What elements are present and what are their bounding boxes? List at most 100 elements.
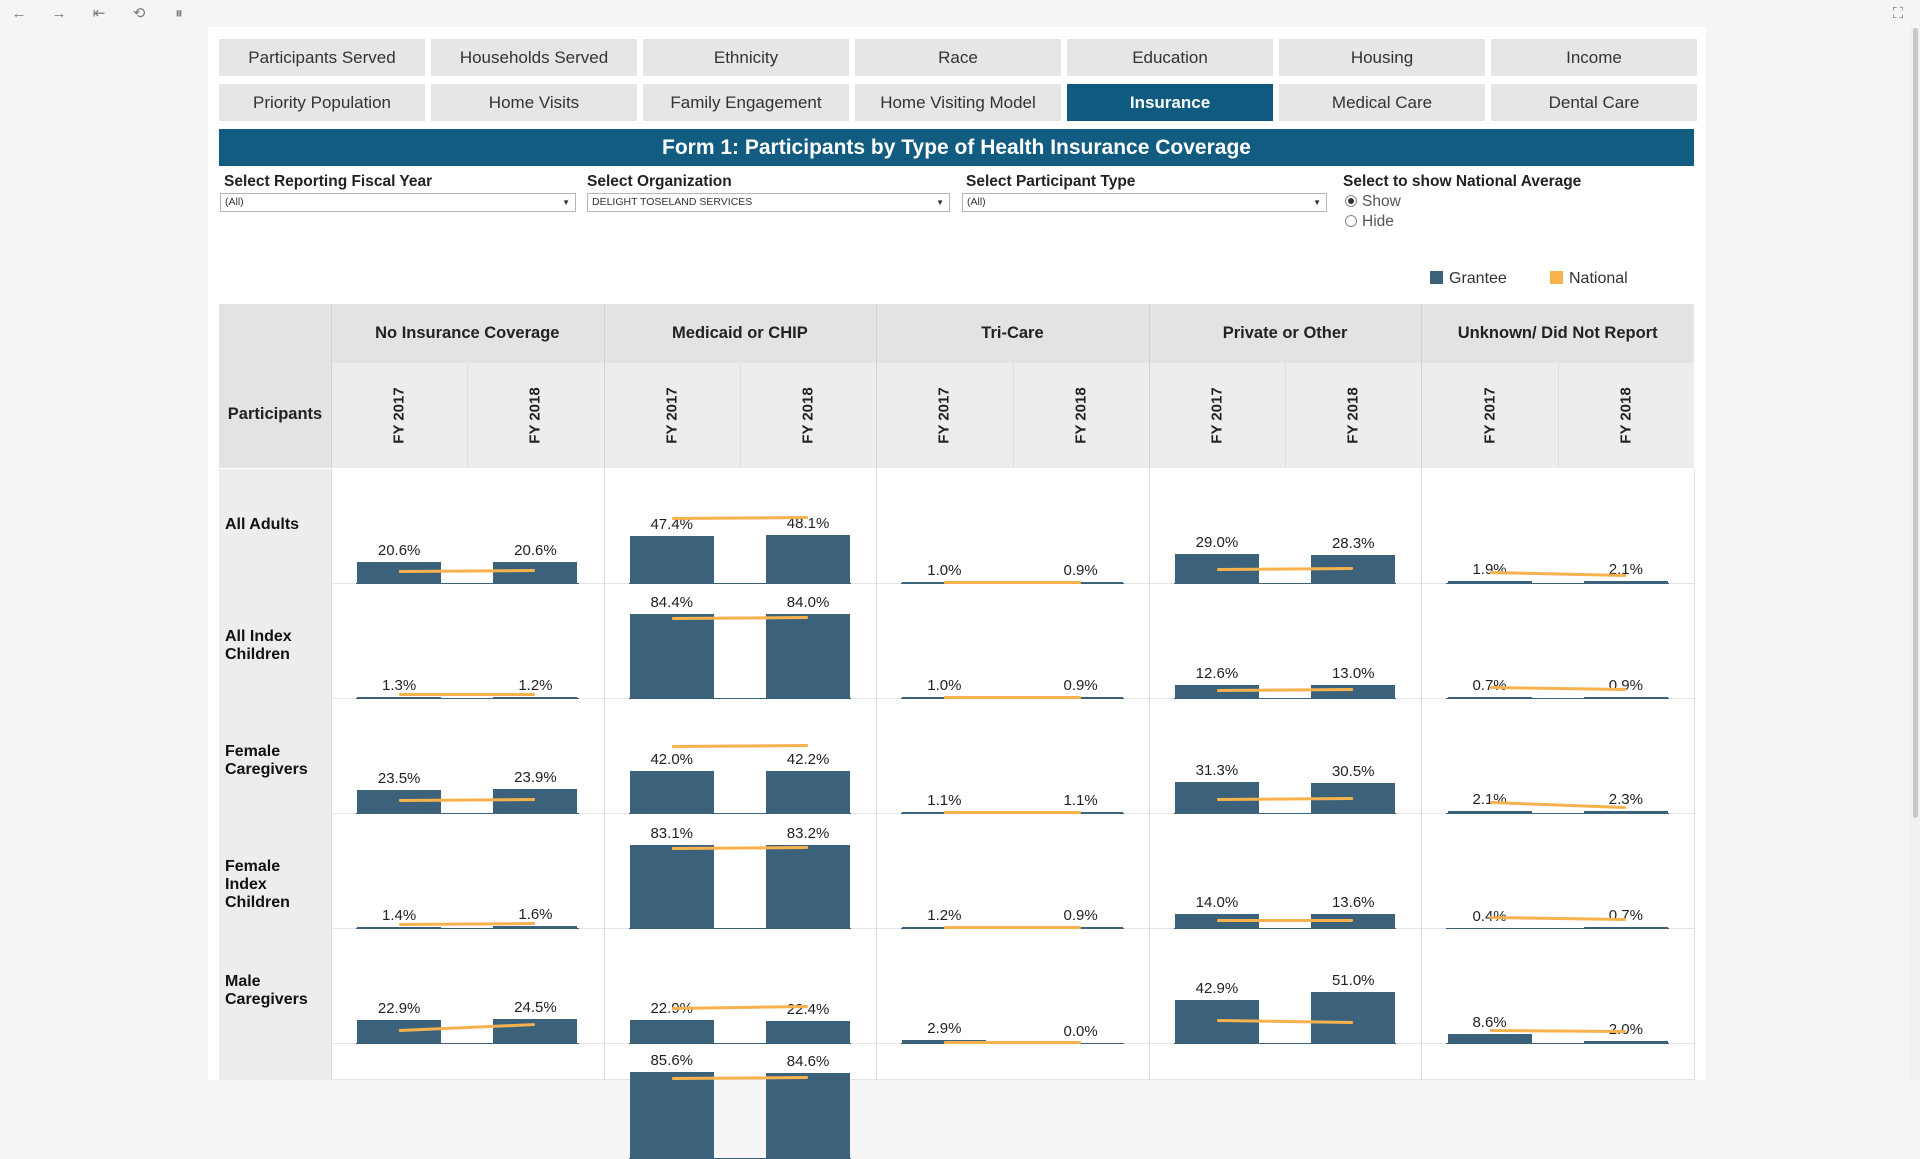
grantee-value-label: 51.0% — [1313, 972, 1393, 989]
tab-dental-care[interactable]: Dental Care — [1491, 84, 1697, 121]
year-divider — [1558, 363, 1559, 468]
category-divider — [1694, 699, 1695, 814]
grantee-value-label: 2.1% — [1450, 791, 1530, 808]
grantee-value-label: 1.3% — [359, 677, 439, 694]
category-divider — [604, 929, 605, 1044]
fiscal-year-header: FY 2018 — [1072, 376, 1089, 456]
grantee-value-label: 23.5% — [359, 770, 439, 787]
tab-family-engagement[interactable]: Family Engagement — [643, 84, 849, 121]
grantee-bar — [357, 927, 441, 928]
tab-label: Insurance — [1130, 93, 1210, 112]
category-divider — [1421, 584, 1422, 699]
participant-type-filter-label: Select Participant Type — [966, 173, 1135, 191]
grantee-value-label: 1.4% — [359, 907, 439, 924]
bar-baseline — [1174, 583, 1397, 584]
grantee-value-label: 84.6% — [768, 1053, 848, 1070]
grantee-value-label: 84.0% — [768, 594, 848, 611]
table-header-participants — [219, 304, 331, 468]
category-divider — [1421, 814, 1422, 929]
grantee-value-label: 20.6% — [495, 542, 575, 559]
grantee-bar — [1311, 685, 1395, 698]
tab-participants-served[interactable]: Participants Served — [219, 39, 425, 76]
grantee-bar — [1448, 811, 1532, 813]
grantee-value-label: 28.3% — [1313, 535, 1393, 552]
tab-label: Race — [938, 48, 978, 67]
tab-ethnicity[interactable]: Ethnicity — [643, 39, 849, 76]
tab-households-served[interactable]: Households Served — [431, 39, 637, 76]
bar-baseline — [356, 1043, 579, 1044]
category-divider — [604, 1044, 605, 1080]
fiscal-year-header: FY 2018 — [527, 376, 544, 456]
grantee-bar — [630, 1072, 714, 1158]
category-header: Unknown/ Did Not Report — [1421, 324, 1694, 343]
grantee-value-label: 23.9% — [495, 769, 575, 786]
back-icon[interactable]: ← — [8, 3, 30, 25]
fiscal-year-header: FY 2017 — [1208, 376, 1225, 456]
grantee-bar — [766, 614, 850, 698]
tab-insurance[interactable]: Insurance — [1067, 84, 1273, 121]
participant-type-select[interactable]: (All) ▼ — [962, 193, 1327, 212]
fiscal-year-header: FY 2017 — [391, 376, 408, 456]
grantee-value-label: 83.2% — [768, 825, 848, 842]
fullscreen-icon[interactable]: ⛶ — [1887, 3, 1909, 25]
chevron-down-icon: ▼ — [562, 194, 570, 211]
fiscal-year-select[interactable]: (All) ▼ — [220, 193, 576, 212]
first-page-icon[interactable]: ⇤ — [88, 3, 110, 25]
fiscal-year-select-value: (All) — [225, 196, 244, 208]
page-title: Form 1: Participants by Type of Health I… — [219, 129, 1694, 166]
tab-housing[interactable]: Housing — [1279, 39, 1485, 76]
tab-priority-population[interactable]: Priority Population — [219, 84, 425, 121]
row-header: All Index Children — [225, 628, 325, 664]
fiscal-year-filter-label: Select Reporting Fiscal Year — [224, 173, 432, 191]
tab-label: Housing — [1351, 48, 1413, 67]
grantee-bar — [357, 697, 441, 698]
grantee-bar — [1448, 697, 1532, 698]
national-show-radio[interactable]: Show — [1345, 193, 1401, 211]
revert-icon[interactable]: ⟲ — [128, 3, 150, 25]
category-divider — [1694, 1044, 1695, 1080]
national-show-label: Show — [1362, 193, 1401, 210]
grantee-value-label: 0.9% — [1586, 677, 1666, 694]
national-hide-radio[interactable]: Hide — [1345, 213, 1394, 231]
category-header: Tri-Care — [876, 324, 1149, 343]
tab-home-visiting-model[interactable]: Home Visiting Model — [855, 84, 1061, 121]
category-divider — [604, 699, 605, 814]
category-divider — [1149, 929, 1150, 1044]
row-header: Male Caregivers — [225, 973, 325, 1009]
category-divider — [604, 814, 605, 929]
grantee-value-label: 83.1% — [632, 825, 712, 842]
tab-race[interactable]: Race — [855, 39, 1061, 76]
grantee-bar — [493, 697, 577, 698]
national-swatch — [1550, 271, 1563, 284]
organization-select-value: DELIGHT TOSELAND SERVICES — [592, 196, 752, 208]
national-average-line — [944, 926, 1080, 929]
tab-home-visits[interactable]: Home Visits — [431, 84, 637, 121]
grantee-value-label: 1.2% — [495, 677, 575, 694]
bar-baseline — [629, 813, 852, 814]
fiscal-year-header: FY 2018 — [1617, 376, 1634, 456]
national-hide-label: Hide — [1362, 213, 1394, 230]
grantee-value-label: 85.6% — [632, 1052, 712, 1069]
grantee-value-label: 1.0% — [904, 562, 984, 579]
tab-education[interactable]: Education — [1067, 39, 1273, 76]
forward-icon[interactable]: → — [48, 3, 70, 25]
grantee-value-label: 14.0% — [1177, 894, 1257, 911]
tab-income[interactable]: Income — [1491, 39, 1697, 76]
grantee-value-label: 0.9% — [1041, 907, 1121, 924]
legend-national-label: National — [1569, 270, 1628, 287]
radio-unselected-icon — [1345, 215, 1357, 227]
grantee-bar — [630, 771, 714, 813]
scrollbar-thumb[interactable] — [1913, 28, 1918, 818]
tab-medical-care[interactable]: Medical Care — [1279, 84, 1485, 121]
legend-grantee-label: Grantee — [1449, 270, 1507, 287]
bar-baseline — [1446, 813, 1669, 814]
grantee-value-label: 1.1% — [1041, 792, 1121, 809]
tab-label: Households Served — [460, 48, 608, 67]
organization-select[interactable]: DELIGHT TOSELAND SERVICES ▼ — [587, 193, 950, 212]
category-header: No Insurance Coverage — [331, 324, 604, 343]
category-divider — [1421, 469, 1422, 584]
organization-filter-label: Select Organization — [587, 173, 732, 191]
pause-icon[interactable]: ⏸ — [168, 3, 190, 25]
row-header: Female Caregivers — [225, 743, 325, 779]
national-average-line — [944, 1041, 1080, 1044]
